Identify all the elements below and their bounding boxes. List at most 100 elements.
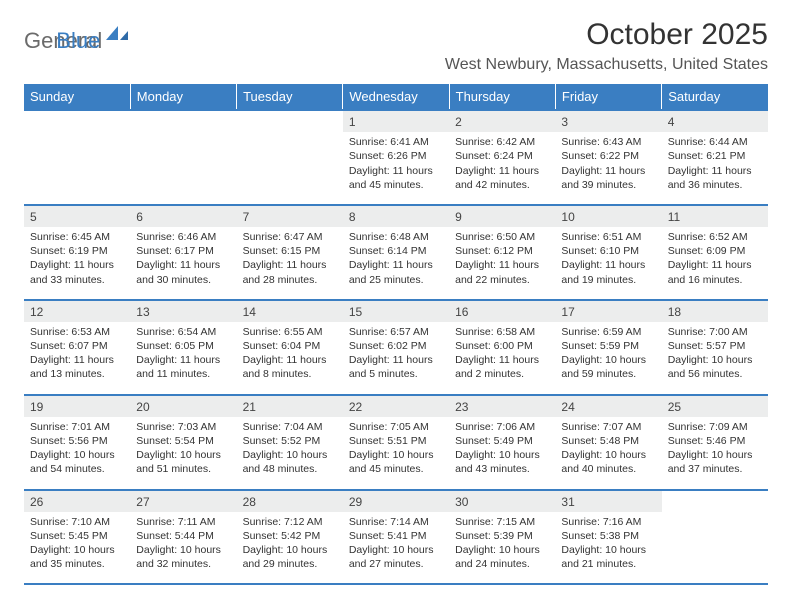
day-number-cell: 14 <box>237 300 343 322</box>
day-number-cell: 30 <box>449 490 555 512</box>
day-data-cell <box>662 512 768 585</box>
sunrise-text: Sunrise: 6:55 AM <box>243 325 337 339</box>
daylight-text-1: Daylight: 11 hours <box>561 258 655 272</box>
sunset-text: Sunset: 6:12 PM <box>455 244 549 258</box>
daylight-text-1: Daylight: 11 hours <box>349 164 443 178</box>
data-row: Sunrise: 6:53 AMSunset: 6:07 PMDaylight:… <box>24 322 768 395</box>
daylight-text-1: Daylight: 11 hours <box>668 164 762 178</box>
sunrise-text: Sunrise: 7:15 AM <box>455 515 549 529</box>
day-data-cell: Sunrise: 7:05 AMSunset: 5:51 PMDaylight:… <box>343 417 449 490</box>
day-header: Thursday <box>449 84 555 110</box>
daylight-text-2: and 43 minutes. <box>455 462 549 476</box>
day-number-cell: 24 <box>555 395 661 417</box>
day-data-cell <box>24 132 130 205</box>
title-block: October 2025 West Newbury, Massachusetts… <box>445 18 768 80</box>
sunrise-text: Sunrise: 7:11 AM <box>136 515 230 529</box>
day-number-cell: 20 <box>130 395 236 417</box>
daylight-text-1: Daylight: 10 hours <box>30 543 124 557</box>
daylight-text-2: and 32 minutes. <box>136 557 230 571</box>
day-data-cell: Sunrise: 7:10 AMSunset: 5:45 PMDaylight:… <box>24 512 130 585</box>
sunrise-text: Sunrise: 6:50 AM <box>455 230 549 244</box>
daylight-text-2: and 40 minutes. <box>561 462 655 476</box>
sunrise-text: Sunrise: 6:48 AM <box>349 230 443 244</box>
day-data-cell: Sunrise: 6:45 AMSunset: 6:19 PMDaylight:… <box>24 227 130 300</box>
daylight-text-1: Daylight: 10 hours <box>30 448 124 462</box>
daylight-text-1: Daylight: 11 hours <box>668 258 762 272</box>
daylight-text-1: Daylight: 10 hours <box>561 353 655 367</box>
day-header: Wednesday <box>343 84 449 110</box>
day-number-cell: 23 <box>449 395 555 417</box>
day-data-cell: Sunrise: 6:46 AMSunset: 6:17 PMDaylight:… <box>130 227 236 300</box>
day-data-cell: Sunrise: 7:14 AMSunset: 5:41 PMDaylight:… <box>343 512 449 585</box>
daylight-text-1: Daylight: 10 hours <box>455 448 549 462</box>
day-data-cell: Sunrise: 6:44 AMSunset: 6:21 PMDaylight:… <box>662 132 768 205</box>
day-data-cell: Sunrise: 6:54 AMSunset: 6:05 PMDaylight:… <box>130 322 236 395</box>
sunrise-text: Sunrise: 7:14 AM <box>349 515 443 529</box>
day-number-cell <box>130 110 236 132</box>
day-data-cell: Sunrise: 6:48 AMSunset: 6:14 PMDaylight:… <box>343 227 449 300</box>
daylight-text-1: Daylight: 10 hours <box>668 448 762 462</box>
sunrise-text: Sunrise: 7:05 AM <box>349 420 443 434</box>
day-data-cell: Sunrise: 7:00 AMSunset: 5:57 PMDaylight:… <box>662 322 768 395</box>
daylight-text-1: Daylight: 11 hours <box>455 353 549 367</box>
sunrise-text: Sunrise: 6:52 AM <box>668 230 762 244</box>
day-number-cell <box>662 490 768 512</box>
sunset-text: Sunset: 5:39 PM <box>455 529 549 543</box>
day-data-cell <box>237 132 343 205</box>
day-number-cell: 3 <box>555 110 661 132</box>
day-number-cell: 22 <box>343 395 449 417</box>
sunset-text: Sunset: 5:46 PM <box>668 434 762 448</box>
sunset-text: Sunset: 6:14 PM <box>349 244 443 258</box>
daylight-text-2: and 27 minutes. <box>349 557 443 571</box>
daylight-text-1: Daylight: 10 hours <box>668 353 762 367</box>
day-number-cell: 13 <box>130 300 236 322</box>
day-number-cell: 2 <box>449 110 555 132</box>
sunset-text: Sunset: 5:59 PM <box>561 339 655 353</box>
daylight-text-2: and 25 minutes. <box>349 273 443 287</box>
daylight-text-1: Daylight: 11 hours <box>455 258 549 272</box>
day-data-cell: Sunrise: 6:50 AMSunset: 6:12 PMDaylight:… <box>449 227 555 300</box>
daylight-text-1: Daylight: 11 hours <box>136 258 230 272</box>
daylight-text-1: Daylight: 11 hours <box>349 353 443 367</box>
day-data-cell <box>130 132 236 205</box>
data-row: Sunrise: 7:10 AMSunset: 5:45 PMDaylight:… <box>24 512 768 585</box>
daylight-text-1: Daylight: 10 hours <box>243 448 337 462</box>
sunrise-text: Sunrise: 7:12 AM <box>243 515 337 529</box>
sunset-text: Sunset: 6:17 PM <box>136 244 230 258</box>
daylight-text-2: and 33 minutes. <box>30 273 124 287</box>
day-header: Sunday <box>24 84 130 110</box>
sunrise-text: Sunrise: 7:06 AM <box>455 420 549 434</box>
day-data-cell: Sunrise: 6:47 AMSunset: 6:15 PMDaylight:… <box>237 227 343 300</box>
day-data-cell: Sunrise: 6:42 AMSunset: 6:24 PMDaylight:… <box>449 132 555 205</box>
daylight-text-2: and 30 minutes. <box>136 273 230 287</box>
day-number-cell: 21 <box>237 395 343 417</box>
sunset-text: Sunset: 6:04 PM <box>243 339 337 353</box>
daylight-text-2: and 39 minutes. <box>561 178 655 192</box>
daylight-text-2: and 51 minutes. <box>136 462 230 476</box>
sunset-text: Sunset: 6:00 PM <box>455 339 549 353</box>
day-data-cell: Sunrise: 7:09 AMSunset: 5:46 PMDaylight:… <box>662 417 768 490</box>
day-data-cell: Sunrise: 7:04 AMSunset: 5:52 PMDaylight:… <box>237 417 343 490</box>
sunrise-text: Sunrise: 6:59 AM <box>561 325 655 339</box>
sunrise-text: Sunrise: 7:01 AM <box>30 420 124 434</box>
day-number-cell: 31 <box>555 490 661 512</box>
sunset-text: Sunset: 5:51 PM <box>349 434 443 448</box>
day-data-cell: Sunrise: 7:01 AMSunset: 5:56 PMDaylight:… <box>24 417 130 490</box>
day-data-cell: Sunrise: 7:06 AMSunset: 5:49 PMDaylight:… <box>449 417 555 490</box>
daylight-text-2: and 29 minutes. <box>243 557 337 571</box>
sunset-text: Sunset: 6:21 PM <box>668 149 762 163</box>
daylight-text-1: Daylight: 11 hours <box>30 353 124 367</box>
sunset-text: Sunset: 6:22 PM <box>561 149 655 163</box>
sunrise-text: Sunrise: 6:46 AM <box>136 230 230 244</box>
daylight-text-1: Daylight: 11 hours <box>561 164 655 178</box>
daylight-text-2: and 11 minutes. <box>136 367 230 381</box>
daylight-text-2: and 8 minutes. <box>243 367 337 381</box>
daylight-text-2: and 59 minutes. <box>561 367 655 381</box>
day-data-cell: Sunrise: 6:59 AMSunset: 5:59 PMDaylight:… <box>555 322 661 395</box>
daynum-row: 12131415161718 <box>24 300 768 322</box>
sunset-text: Sunset: 6:19 PM <box>30 244 124 258</box>
day-data-cell: Sunrise: 7:15 AMSunset: 5:39 PMDaylight:… <box>449 512 555 585</box>
day-number-cell: 15 <box>343 300 449 322</box>
header: General Blue October 2025 West Newbury, … <box>24 18 768 80</box>
day-number-cell: 26 <box>24 490 130 512</box>
